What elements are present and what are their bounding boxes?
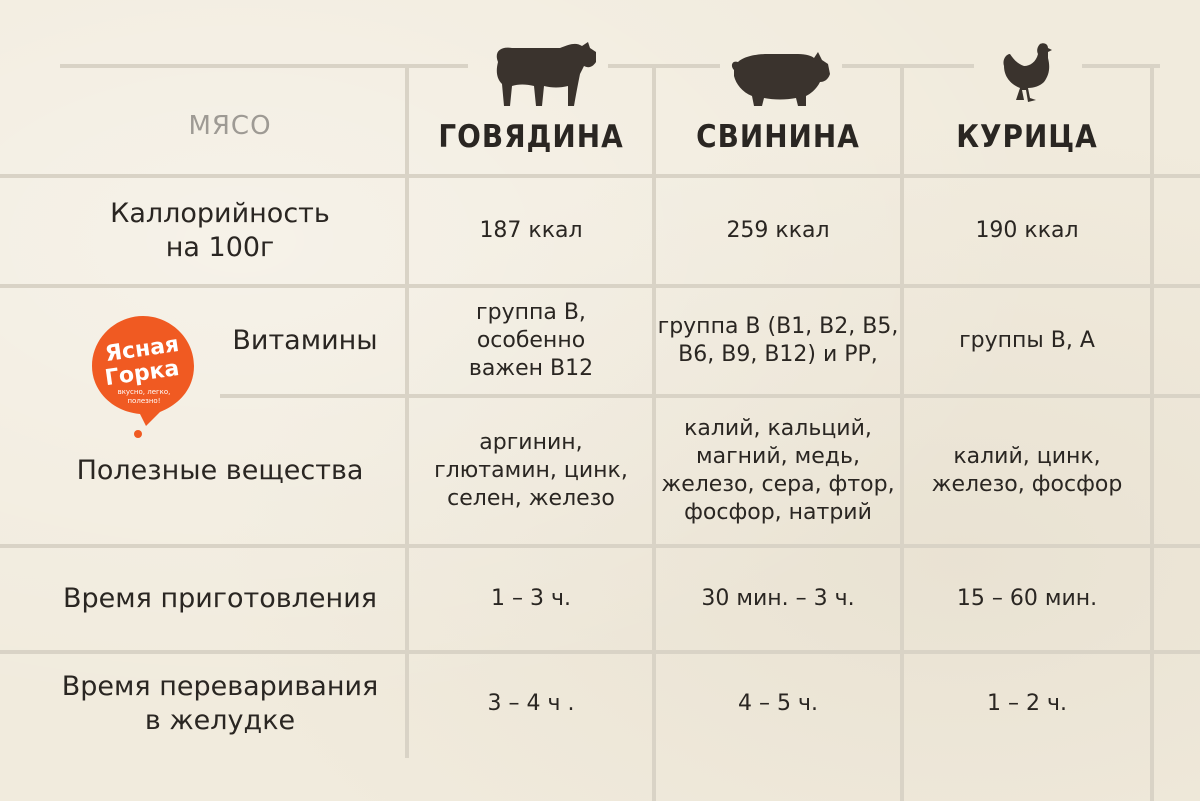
grid-line: [220, 394, 1200, 398]
value-pork-vitamins: группа В (В1, В2, В5, В6, В9, В12) и РР,: [657, 314, 899, 367]
value-pork-calories: 259 ккал: [726, 218, 830, 243]
column-header-beef: ГОВЯДИНА: [438, 119, 624, 155]
column-header-pork: СВИНИНА: [696, 119, 860, 155]
value-beef-digestion-time: 3 – 4 ч .: [487, 691, 575, 716]
row-label-cooking-time: Время приготовления: [63, 583, 377, 614]
grid-line: [842, 64, 974, 68]
value-beef-nutrients: аргинин, глютамин, цинк, селен, железо: [434, 430, 628, 511]
pig-icon: [731, 52, 830, 106]
value-pork-digestion-time: 4 – 5 ч.: [738, 691, 818, 716]
grid-line: [60, 64, 468, 68]
row-label-nutrients: Полезные вещества: [76, 455, 364, 486]
row-label-calories: Каллорийность на 100г: [110, 198, 330, 263]
grid-line: [0, 544, 1200, 548]
grid-line: [0, 284, 1200, 288]
grid-line: [1150, 68, 1154, 801]
yasnaya-gorka-logo: Ясная Горка вкусно, легко, полезно!: [92, 316, 194, 438]
chicken-icon: [1003, 43, 1052, 102]
grid-line: [0, 650, 1200, 654]
grid-line: [608, 64, 720, 68]
value-chicken-nutrients: калий, цинк, железо, фосфор: [931, 444, 1123, 497]
row-label-digestion-time: Время переваривания в желудке: [61, 671, 379, 736]
row-label-vitamins: Витамины: [232, 325, 378, 356]
value-beef-calories: 187 ккал: [479, 218, 583, 243]
value-pork-nutrients: калий, кальций, магний, медь, железо, се…: [661, 416, 895, 525]
grid-line: [900, 68, 904, 801]
column-header-chicken: КУРИЦА: [956, 119, 1098, 155]
value-beef-cooking-time: 1 – 3 ч.: [491, 586, 571, 611]
logo-tagline-2: полезно!: [127, 397, 160, 405]
grid-line: [652, 68, 656, 801]
logo-tagline-1: вкусно, легко,: [118, 388, 171, 396]
value-beef-vitamins: группа В, особенно важен В12: [468, 300, 594, 381]
cow-icon: [496, 42, 596, 106]
grid-line: [0, 174, 1200, 178]
value-chicken-cooking-time: 15 – 60 мин.: [956, 586, 1098, 611]
grid-line: [405, 68, 409, 758]
value-chicken-calories: 190 ккал: [975, 218, 1079, 243]
value-pork-cooking-time: 30 мин. – 3 ч.: [701, 586, 855, 611]
value-chicken-digestion-time: 1 – 2 ч.: [987, 691, 1067, 716]
grid-line: [1082, 64, 1160, 68]
value-chicken-vitamins: группы В, А: [959, 328, 1095, 353]
meat-header-label: МЯСО: [188, 111, 272, 141]
